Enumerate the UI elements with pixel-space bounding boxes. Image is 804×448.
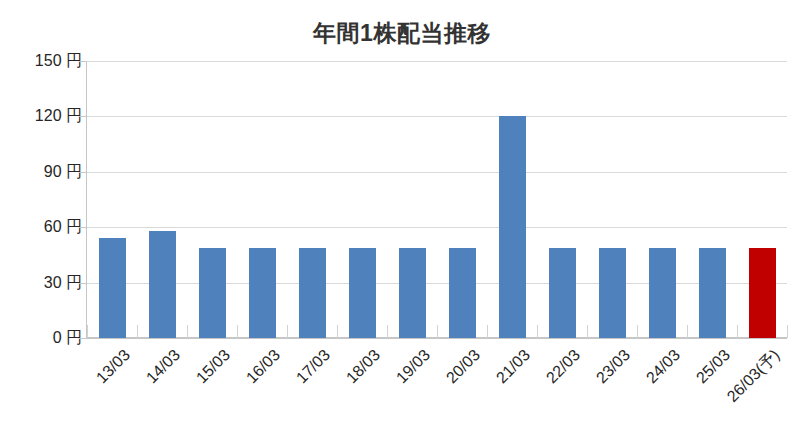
chart-bar-10: [599, 248, 626, 338]
x-axis-label-2: 15/03: [193, 346, 234, 387]
x-axis-label-6: 19/03: [393, 346, 434, 387]
x-axis-label-12: 25/03: [693, 346, 734, 387]
chart-bar-7: [449, 248, 476, 338]
chart-bar-4: [299, 248, 326, 338]
chart-title: 年間1株配当推移: [0, 18, 804, 49]
chart-bar-2: [199, 248, 226, 338]
x-tick-8: [487, 325, 488, 338]
y-tick-60: [79, 227, 86, 228]
x-axis-label-10: 23/03: [593, 346, 634, 387]
x-axis-label-0: 13/03: [93, 346, 134, 387]
gridline-120: [87, 116, 787, 117]
x-tick-1: [137, 325, 138, 338]
chart-bar-12: [699, 248, 726, 338]
x-tick-5: [337, 325, 338, 338]
x-tick-0: [87, 325, 88, 338]
chart-bar-11: [649, 248, 676, 338]
x-tick-12: [687, 325, 688, 338]
y-tick-30: [79, 283, 86, 284]
x-tick-2: [187, 325, 188, 338]
y-axis-label-0: 0 円: [53, 327, 82, 349]
x-tick-6: [387, 325, 388, 338]
x-tick-9: [537, 325, 538, 338]
gridline-90: [87, 172, 787, 173]
chart-bar-13-forecast: [749, 248, 776, 338]
y-axis-label-120: 120 円: [35, 105, 82, 127]
y-axis-label-30: 30 円: [44, 272, 82, 294]
x-tick-4: [287, 325, 288, 338]
x-tick-7: [437, 325, 438, 338]
x-axis-label-1: 14/03: [143, 346, 184, 387]
x-tick-11: [637, 325, 638, 338]
y-tick-120: [79, 116, 86, 117]
y-axis-label-90: 90 円: [44, 161, 82, 183]
y-tick-150: [79, 61, 86, 62]
x-axis-label-13: 26/03(予): [724, 346, 784, 406]
gridline-60: [87, 227, 787, 228]
gridline-150: [87, 61, 787, 62]
chart-bar-6: [399, 248, 426, 338]
y-tick-90: [79, 172, 86, 173]
x-axis-label-7: 20/03: [443, 346, 484, 387]
x-axis-label-5: 18/03: [343, 346, 384, 387]
chart-bar-5: [349, 248, 376, 338]
chart-bar-1: [149, 231, 176, 338]
x-tick-3: [237, 325, 238, 338]
y-axis-label-150: 150 円: [35, 50, 82, 72]
dividend-bar-chart: 年間1株配当推移 150 円 120 円 90 円 60 円 30 円 0 円 13/03…: [0, 0, 804, 448]
chart-bar-3: [249, 248, 276, 338]
y-axis-label-60: 60 円: [44, 216, 82, 238]
x-axis-label-9: 22/03: [543, 346, 584, 387]
x-tick-13: [737, 325, 738, 338]
plot-area: [87, 61, 787, 338]
x-axis-label-11: 24/03: [643, 346, 684, 387]
chart-bar-0: [99, 238, 126, 338]
chart-bar-9: [549, 248, 576, 338]
x-axis-label-4: 17/03: [293, 346, 334, 387]
x-tick-14: [787, 325, 788, 338]
x-tick-10: [587, 325, 588, 338]
chart-bar-8: [499, 116, 526, 338]
gridline-30: [87, 283, 787, 284]
x-axis-label-3: 16/03: [243, 346, 284, 387]
y-axis-line: [86, 61, 87, 338]
x-axis-label-8: 21/03: [493, 346, 534, 387]
y-tick-0: [79, 338, 86, 339]
